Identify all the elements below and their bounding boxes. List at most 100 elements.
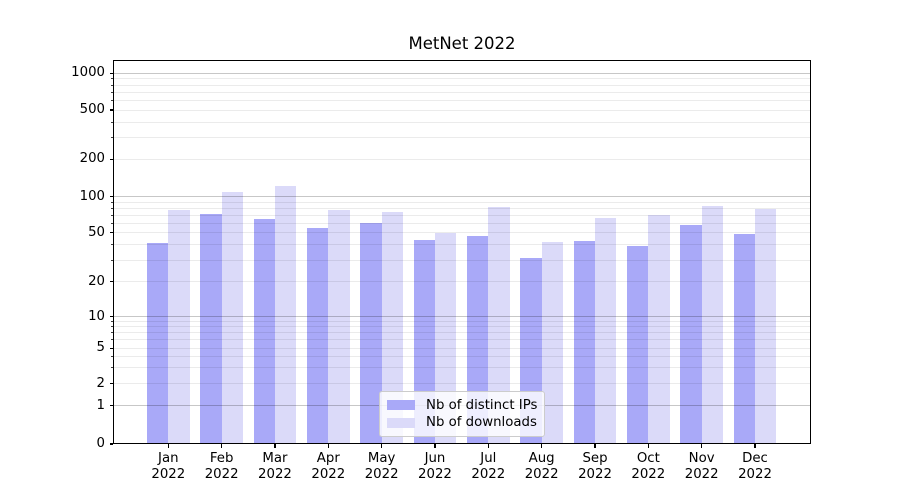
xtick-jul <box>487 444 489 448</box>
gridline-minor-2 <box>114 383 810 384</box>
gridline-minor-600 <box>114 99 810 101</box>
gridline-minor-200 <box>114 158 810 160</box>
bar-distinct-ips-sep <box>573 240 595 444</box>
gridline-minor-90 <box>114 201 810 203</box>
ytick-label-1: 1 <box>96 397 105 413</box>
bar-distinct-ips-dec <box>733 233 755 444</box>
ytick-minor-60 <box>111 222 113 224</box>
ytick-minor-700 <box>111 91 113 93</box>
xtick-label-jun: Jun 2022 <box>418 451 452 482</box>
xtick-label-nov: Nov 2022 <box>684 451 719 482</box>
bar-downloads-jan <box>168 209 190 444</box>
gridline-minor-300 <box>114 136 810 138</box>
ytick-minor-4 <box>111 356 113 358</box>
ytick-label-100: 100 <box>79 188 105 204</box>
ytick-minor-2 <box>111 383 113 384</box>
ytick-minor-6 <box>111 339 113 341</box>
gridline-minor-70 <box>114 214 810 216</box>
xtick-label-feb: Feb 2022 <box>204 451 239 482</box>
ytick-minor-900 <box>111 78 113 80</box>
ytick-1000 <box>109 72 113 74</box>
bar-downloads-aug <box>541 242 563 444</box>
legend-label-distinct-ips: Nb of distinct IPs <box>426 397 538 413</box>
ytick-minor-30 <box>111 259 113 261</box>
bar-distinct-ips-oct <box>627 245 649 444</box>
bar-downloads-apr <box>328 210 350 444</box>
ytick-minor-80 <box>111 207 113 209</box>
gridline-minor-800 <box>114 84 810 86</box>
chart-title: MetNet 2022 <box>408 34 516 53</box>
ytick-label-0: 0 <box>96 436 105 451</box>
legend-item-downloads: Nb of downloads <box>387 415 544 430</box>
gridline-minor-700 <box>114 91 810 93</box>
xtick-sep <box>594 444 596 448</box>
legend: Nb of distinct IPs Nb of downloads <box>379 391 545 437</box>
ytick-100 <box>109 196 113 198</box>
ytick-minor-5 <box>111 347 113 349</box>
bar-distinct-ips-apr <box>307 227 329 444</box>
gridline-major-100 <box>114 196 810 198</box>
gridline-minor-400 <box>114 121 810 123</box>
ytick-label-10: 10 <box>88 308 105 324</box>
gridline-minor-6 <box>114 339 810 341</box>
ytick-label-20: 20 <box>88 273 105 289</box>
gridline-minor-3 <box>114 367 810 369</box>
gridline-minor-60 <box>114 222 810 224</box>
xtick-label-mar: Mar 2022 <box>258 451 292 482</box>
ytick-1 <box>109 404 113 407</box>
gridline-major-1000 <box>114 72 810 74</box>
ytick-minor-40 <box>111 244 113 246</box>
bar-downloads-jul <box>488 207 510 444</box>
xtick-label-aug: Aug 2022 <box>524 451 559 482</box>
bar-downloads-nov <box>701 205 723 444</box>
xtick-apr <box>327 444 329 448</box>
xtick-oct <box>647 444 649 448</box>
xtick-label-oct: Oct 2022 <box>631 451 666 482</box>
xtick-label-jul: Jul 2022 <box>471 451 506 482</box>
gridline-minor-20 <box>114 281 810 283</box>
xtick-nov <box>701 444 703 448</box>
xtick-label-apr: Apr 2022 <box>311 451 346 482</box>
legend-swatch-distinct-ips <box>387 399 415 411</box>
ytick-label-5: 5 <box>96 340 105 356</box>
gridline-minor-8 <box>114 326 810 328</box>
gridline-minor-30 <box>114 259 810 261</box>
ytick-minor-400 <box>111 121 113 123</box>
xtick-label-may: May 2022 <box>364 451 399 482</box>
ytick-minor-500 <box>111 109 113 111</box>
ytick-10 <box>109 316 113 318</box>
gridline-minor-40 <box>114 244 810 246</box>
ytick-label-50: 50 <box>88 224 105 240</box>
bar-downloads-sep <box>594 218 617 444</box>
bar-distinct-ips-feb <box>200 214 222 444</box>
gridline-minor-9 <box>114 321 810 322</box>
ytick-minor-800 <box>111 84 113 86</box>
ytick-label-2: 2 <box>96 375 105 391</box>
legend-label-downloads: Nb of downloads <box>426 415 537 431</box>
bar-downloads-may <box>381 211 403 444</box>
xtick-jun <box>434 444 436 448</box>
ytick-label-500: 500 <box>79 102 105 117</box>
ytick-minor-20 <box>111 281 113 283</box>
bar-downloads-mar <box>274 186 297 444</box>
ytick-minor-90 <box>111 201 113 203</box>
gridline-major-10 <box>114 316 810 318</box>
legend-item-distinct-ips: Nb of distinct IPs <box>387 398 544 413</box>
ytick-label-1000: 1000 <box>71 65 105 81</box>
xtick-feb <box>221 444 223 448</box>
gridline-minor-4 <box>114 356 810 358</box>
bar-downloads-oct <box>648 215 670 444</box>
gridline-minor-5 <box>114 347 810 349</box>
xtick-label-sep: Sep 2022 <box>578 451 612 482</box>
xtick-mar <box>274 444 276 448</box>
xtick-label-jan: Jan 2022 <box>151 451 186 482</box>
xtick-dec <box>754 444 756 448</box>
gridline-minor-500 <box>114 109 810 111</box>
ytick-minor-50 <box>111 232 113 234</box>
xtick-label-dec: Dec 2022 <box>738 451 772 482</box>
gridline-minor-80 <box>114 207 810 209</box>
bar-downloads-feb <box>221 192 243 444</box>
ytick-minor-200 <box>111 158 113 160</box>
gridline-minor-900 <box>114 78 810 80</box>
